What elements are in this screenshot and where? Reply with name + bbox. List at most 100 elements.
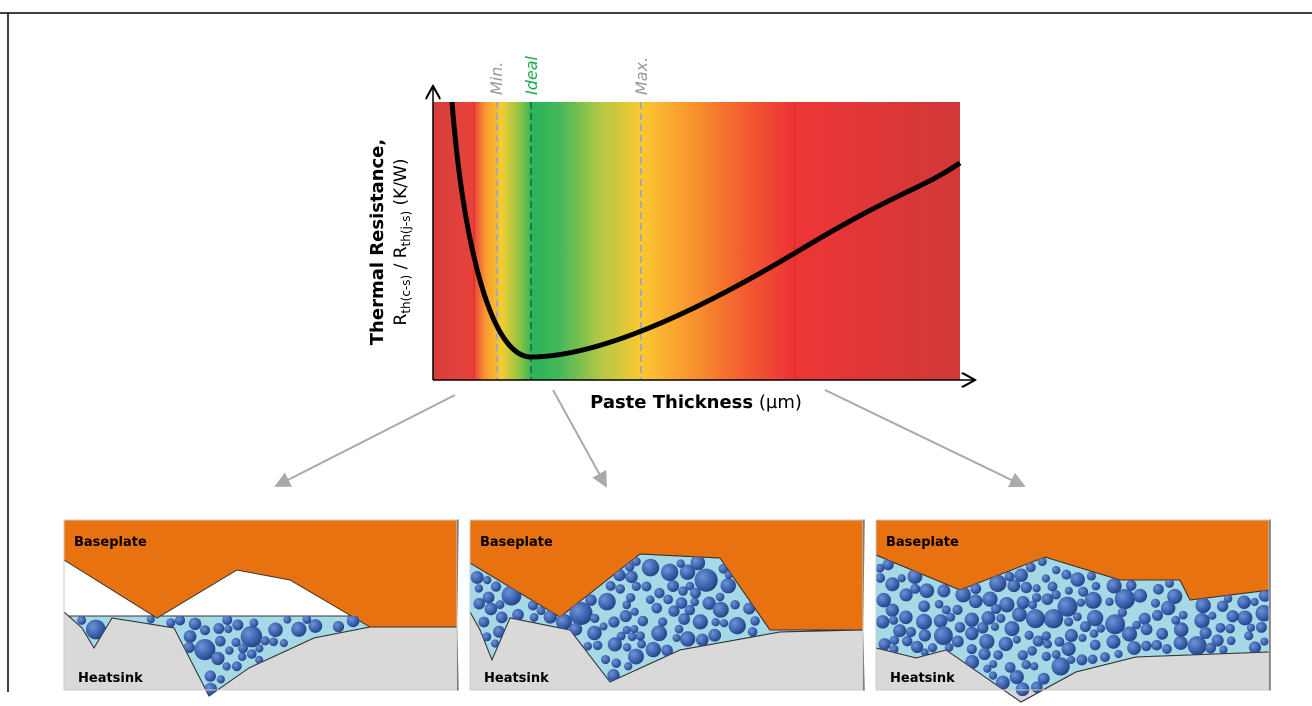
x-unit: (µm) [753, 392, 802, 413]
particle [991, 623, 999, 631]
particle [587, 626, 602, 641]
particle [890, 636, 900, 646]
particle [485, 603, 498, 616]
particle [1027, 646, 1037, 656]
particle [1065, 587, 1073, 595]
particle [898, 574, 906, 582]
particle [668, 605, 679, 616]
particle [646, 595, 655, 604]
particle [1227, 610, 1239, 622]
particle [1076, 654, 1087, 665]
particle [175, 615, 185, 625]
particle [1090, 629, 1099, 638]
particle [255, 644, 263, 652]
pointer-arrow [825, 390, 1024, 486]
baseplate-label: Baseplate [886, 535, 959, 550]
particle [213, 623, 224, 634]
diagram: Min. Ideal Max. Thermal Resistance, Rth(… [0, 0, 1312, 706]
particle [1244, 631, 1253, 640]
particle [999, 597, 1014, 612]
particle [875, 573, 885, 583]
particle [537, 606, 546, 615]
particle [878, 638, 890, 650]
particle [730, 600, 739, 609]
particle [999, 637, 1013, 651]
particle [1105, 598, 1113, 606]
particle [1088, 654, 1098, 664]
particle [1227, 636, 1236, 645]
particle [952, 636, 964, 648]
particle [716, 593, 725, 602]
interface-panel: Baseplate Heatsink [64, 520, 458, 696]
particle [347, 615, 360, 628]
particle [916, 614, 932, 630]
particle [1042, 574, 1050, 582]
baseplate-label: Baseplate [480, 535, 553, 550]
particle [232, 661, 242, 671]
particle [491, 581, 501, 591]
particle [636, 631, 645, 640]
particle [978, 648, 990, 660]
particle [623, 626, 631, 634]
particle [641, 581, 651, 591]
particle [1065, 629, 1078, 642]
particle [280, 639, 288, 647]
subscript: th(c-s) [399, 275, 413, 314]
particle [1018, 650, 1028, 660]
particle [625, 571, 638, 584]
particle [663, 594, 673, 604]
particle [166, 618, 175, 627]
particle [217, 675, 225, 683]
particle [1260, 637, 1268, 645]
particle [911, 641, 923, 653]
particle [1216, 623, 1226, 633]
particle [471, 571, 484, 584]
particle [302, 615, 311, 624]
heatsink-label: Heatsink [78, 671, 143, 686]
particle [946, 613, 955, 622]
particle [200, 625, 210, 635]
particle [638, 616, 649, 627]
particle [1194, 613, 1209, 628]
particle [696, 634, 709, 647]
particle [965, 627, 978, 640]
particle [876, 615, 889, 628]
particle [661, 564, 678, 581]
particle [993, 650, 1003, 660]
particle [875, 564, 884, 573]
particle [1249, 641, 1261, 653]
particle [189, 618, 202, 631]
particle [969, 594, 983, 608]
min-label: Min. [487, 62, 506, 95]
particle [989, 671, 997, 679]
particle [1141, 623, 1153, 635]
particle [1021, 582, 1032, 593]
interface-panel: BaseplateHeatsink [470, 520, 864, 690]
particle [899, 611, 913, 625]
panels: BaseplateHeatsinkBaseplateHeatsinkBasepl… [64, 520, 1272, 702]
particle [1042, 652, 1051, 661]
particle [631, 608, 639, 616]
particle [991, 604, 1001, 614]
particle [646, 642, 661, 657]
particle [1106, 635, 1120, 649]
interface-panel: BaseplateHeatsink [875, 520, 1272, 702]
particle [590, 614, 599, 623]
particle [919, 629, 931, 641]
particle [1156, 628, 1168, 640]
particle [1004, 621, 1019, 636]
particle [1188, 636, 1207, 655]
particle [1054, 637, 1064, 647]
baseplate-label: Baseplate [74, 535, 147, 550]
particle [620, 610, 632, 622]
particle [1032, 584, 1040, 592]
particle [885, 577, 899, 591]
particle [1078, 634, 1086, 642]
particle [1217, 600, 1228, 611]
particle [1090, 640, 1101, 651]
particle [1097, 624, 1105, 632]
particle [1247, 624, 1255, 632]
particle [934, 626, 953, 645]
particle [658, 617, 667, 626]
particle [910, 584, 920, 594]
